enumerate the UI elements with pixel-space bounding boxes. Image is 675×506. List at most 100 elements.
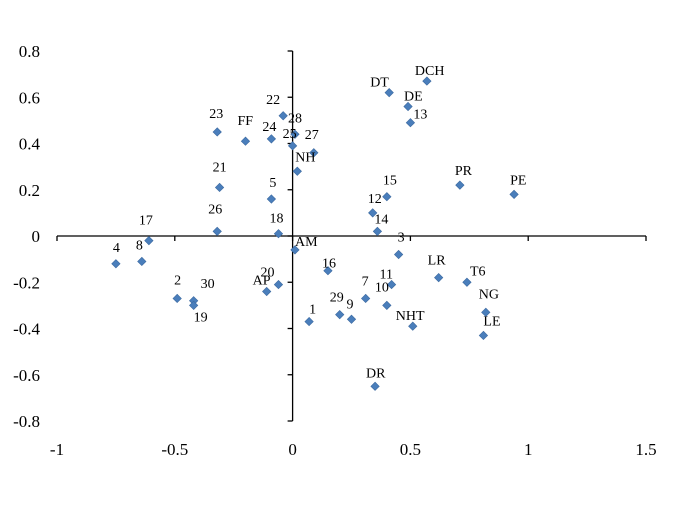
data-point-marker [273,229,284,239]
point-label: 8 [136,238,143,253]
data-point-marker [509,189,519,199]
point-label: DR [366,366,386,381]
y-tick-label: -0.4 [13,320,40,339]
point-label: 23 [209,107,223,122]
data-point-marker [309,148,319,158]
point-label: 7 [362,274,369,289]
data-point-marker [455,180,465,190]
data-point-marker [266,194,277,204]
point-label: 15 [383,174,397,189]
point-label: AP [253,274,271,289]
y-tick-label: -0.6 [13,366,40,385]
x-tick-label: 1 [524,440,533,459]
data-point-marker [462,277,472,287]
point-label: 12 [368,192,382,207]
data-point-marker [361,293,371,304]
y-tick-label: 0.2 [19,181,40,200]
point-label: 1 [309,303,316,318]
data-point-marker [278,111,288,121]
point-label: 4 [113,241,120,256]
data-point-marker [304,316,314,327]
data-point-marker [290,245,300,255]
data-point-marker [403,101,413,112]
data-point-marker [422,76,432,86]
x-tick-label: 0 [288,440,297,459]
data-point-marker [368,208,378,218]
x-tick-label: 0.5 [400,440,421,459]
point-label: NHT [396,309,425,324]
point-label: 5 [269,176,276,191]
y-tick-label: 0.8 [19,42,40,61]
y-tick-label: 0 [32,227,41,246]
point-label: 21 [213,160,227,175]
point-label: 11 [380,268,393,283]
data-point-marker [384,88,394,98]
point-label: 29 [330,291,344,306]
point-label: 3 [398,231,405,246]
data-point-marker [212,127,222,137]
point-label: FF [237,114,253,129]
point-label: AM [295,235,318,250]
tick-labels: -1 -0.5 0 0.5 1 1.5 0.8 0.6 0.4 0.2 0 -0.2 -0.4 -0.6 -… [13,42,657,459]
data-point-marker [481,307,491,317]
data-point-marker [405,118,416,128]
data-point-marker [273,279,284,290]
data-point-marker [346,314,357,324]
point-label: 18 [269,212,283,227]
data-point-marker [189,300,199,310]
axes [56,50,647,422]
point-label: T6 [470,264,486,279]
x-tick-label: 1.5 [635,440,656,459]
data-point-marker [111,259,121,269]
data-point-marker [144,236,154,246]
data-point-marker [287,141,298,151]
data-point-marker [393,249,404,260]
point-label: DCH [415,64,445,79]
x-tick-label: -1 [50,440,64,459]
point-label: LR [428,254,447,269]
point-label: 28 [288,111,302,126]
point-label: 9 [347,297,354,312]
data-point-marker [292,166,302,176]
data-point-marker [434,273,444,283]
point-label: PR [455,164,473,179]
point-label: 26 [208,202,222,217]
data-point-marker [372,226,383,236]
point-label: 22 [266,93,280,108]
data-point-marker [137,256,147,267]
x-tick-label: -0.5 [161,440,188,459]
point-label: 20 [260,266,274,281]
data-point-marker [382,192,392,202]
data-point-marker [370,381,380,391]
point-label: 13 [413,108,427,123]
data-point-marker [382,300,392,310]
point-label: NH [295,150,315,165]
data-point-marker [408,321,418,331]
point-label: 24 [262,120,276,135]
point-label: 10 [375,280,389,295]
point-label: 27 [305,128,319,143]
point-label: LE [483,314,500,329]
data-point-marker [172,293,182,304]
point-label: 14 [374,212,388,227]
y-tick-label: 0.4 [19,135,41,154]
data-point-marker [323,266,333,276]
point-label: DE [404,90,423,105]
data-point-marker [240,136,251,146]
point-label: 25 [283,127,297,142]
data-point-marker [290,129,300,139]
point-label: 2 [174,273,181,288]
data-point-marker [386,279,397,290]
y-tick-label: -0.8 [13,412,40,431]
data-point-marker [266,134,277,144]
data-point-marker [212,226,222,236]
data-point-marker [262,286,272,297]
point-label: 30 [201,277,215,292]
point-label: 16 [322,257,336,272]
point-label: 19 [194,310,208,325]
point-label: PE [510,173,526,188]
point-label: NG [479,287,499,302]
data-point-marker [214,182,225,193]
